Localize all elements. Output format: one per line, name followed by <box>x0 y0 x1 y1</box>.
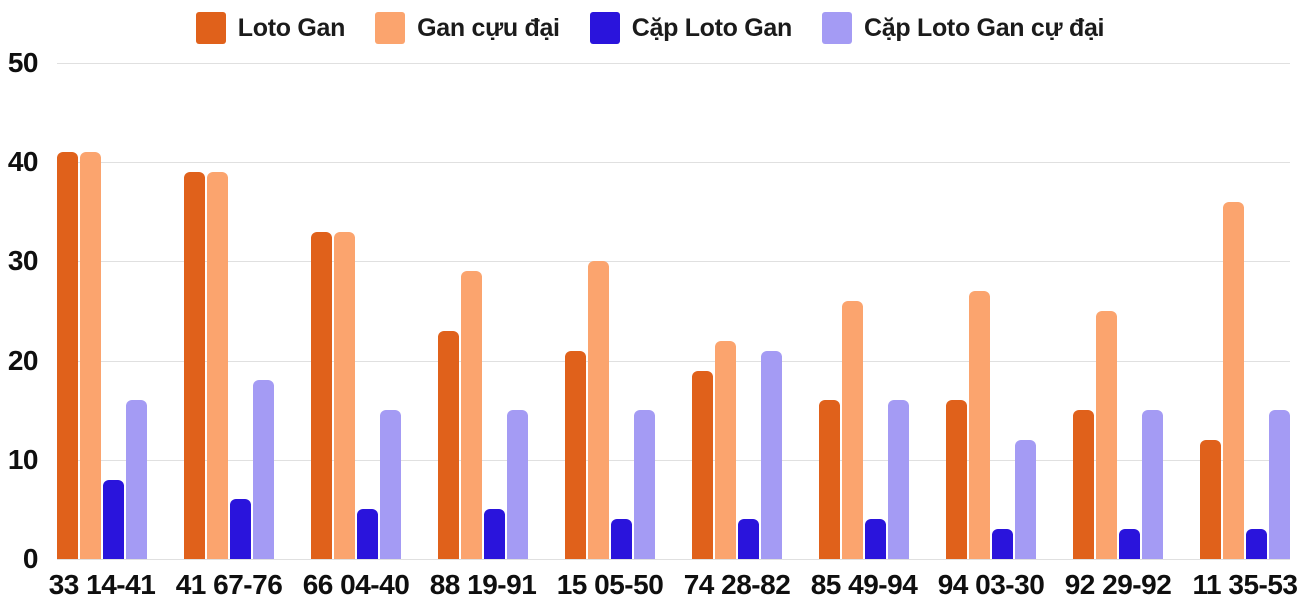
bar-cap-loto-gan-33-14-41[interactable] <box>103 479 124 559</box>
bar-loto-gan-33-14-41[interactable] <box>57 152 78 559</box>
legend-swatch-icon <box>375 12 406 44</box>
x-axis-category-label: 94 03-30 <box>937 569 1045 600</box>
bar-gan-cuu-ai-85-49-94[interactable] <box>842 301 863 559</box>
bar-gan-cuu-ai-94-03-30[interactable] <box>969 291 990 559</box>
bar-cap-loto-gan-cu-ai-33-14-41[interactable] <box>126 400 147 559</box>
bar-loto-gan-85-49-94[interactable] <box>819 400 840 559</box>
bar-cap-loto-gan-cu-ai-15-05-50[interactable] <box>634 410 655 559</box>
legend-item-loto-gan[interactable]: Loto Gan <box>195 12 346 44</box>
bar-cap-loto-gan-cu-ai-94-03-30[interactable] <box>1015 439 1036 559</box>
legend-item-cap-loto-gan[interactable]: Cặp Loto Gan <box>589 12 793 44</box>
bar-cap-loto-gan-41-67-76[interactable] <box>230 499 251 559</box>
bar-gan-cuu-ai-92-29-92[interactable] <box>1096 311 1117 559</box>
bar-cap-loto-gan-92-29-92[interactable] <box>1119 529 1140 559</box>
bar-gan-cuu-ai-33-14-41[interactable] <box>80 152 101 559</box>
y-axis-tick-label: 50 <box>7 47 39 78</box>
x-axis-category-label: 15 05-50 <box>556 569 664 600</box>
legend-label: Cặp Loto Gan <box>631 13 793 42</box>
bar-cap-loto-gan-15-05-50[interactable] <box>611 519 632 559</box>
bar-loto-gan-15-05-50[interactable] <box>565 350 586 559</box>
legend-label: Cặp Loto Gan cự đại <box>864 13 1105 42</box>
x-axis-category-label: 85 49-94 <box>810 569 918 600</box>
bar-loto-gan-92-29-92[interactable] <box>1073 410 1094 559</box>
x-axis-category-label: 11 35-53 <box>1192 569 1299 600</box>
x-axis-category-label: 41 67-76 <box>175 569 283 600</box>
x-axis-category-label: 33 14-41 <box>48 569 156 600</box>
bar-cap-loto-gan-66-04-40[interactable] <box>357 509 378 559</box>
bar-loto-gan-88-19-91[interactable] <box>438 330 459 559</box>
bar-loto-gan-41-67-76[interactable] <box>184 172 205 559</box>
bar-cap-loto-gan-cu-ai-11-35-53[interactable] <box>1269 410 1290 559</box>
legend-item-cap-loto-gan-cu-ai[interactable]: Cặp Loto Gan cự đại <box>822 12 1105 44</box>
gridline <box>57 559 1290 560</box>
legend-label: Gan cựu đại <box>417 13 560 42</box>
bar-loto-gan-11-35-53[interactable] <box>1200 439 1221 559</box>
y-axis-tick-label: 0 <box>22 543 39 574</box>
bar-cap-loto-gan-cu-ai-66-04-40[interactable] <box>380 410 401 559</box>
bar-cap-loto-gan-11-35-53[interactable] <box>1246 529 1267 559</box>
bar-gan-cuu-ai-15-05-50[interactable] <box>588 261 609 559</box>
x-axis-category-label: 88 19-91 <box>429 569 537 600</box>
legend-item-gan-cuu-ai[interactable]: Gan cựu đại <box>375 12 560 44</box>
bar-gan-cuu-ai-88-19-91[interactable] <box>461 271 482 559</box>
bar-loto-gan-66-04-40[interactable] <box>311 231 332 559</box>
x-axis-category-label: 66 04-40 <box>302 569 410 600</box>
bar-gan-cuu-ai-11-35-53[interactable] <box>1223 201 1244 559</box>
bar-gan-cuu-ai-74-28-82[interactable] <box>715 340 736 559</box>
legend-label: Loto Gan <box>237 13 346 42</box>
bar-cap-loto-gan-cu-ai-74-28-82[interactable] <box>761 350 782 559</box>
bar-cap-loto-gan-cu-ai-88-19-91[interactable] <box>507 410 528 559</box>
bar-cap-loto-gan-cu-ai-92-29-92[interactable] <box>1142 410 1163 559</box>
bar-cap-loto-gan-74-28-82[interactable] <box>738 519 759 559</box>
y-axis-tick-label: 40 <box>7 146 39 178</box>
bar-cap-loto-gan-cu-ai-85-49-94[interactable] <box>888 400 909 559</box>
bar-cap-loto-gan-88-19-91[interactable] <box>484 509 505 559</box>
legend-swatch-icon <box>589 12 620 44</box>
bar-gan-cuu-ai-66-04-40[interactable] <box>334 231 355 559</box>
y-axis-tick-label: 30 <box>7 245 39 277</box>
gridline <box>57 162 1290 164</box>
y-axis-tick-label: 10 <box>7 443 39 475</box>
legend-swatch-icon <box>822 12 852 44</box>
bar-cap-loto-gan-85-49-94[interactable] <box>865 519 886 559</box>
bar-loto-gan-94-03-30[interactable] <box>946 400 967 559</box>
legend-swatch-icon <box>195 12 226 44</box>
x-axis-category-label: 92 29-92 <box>1064 569 1172 600</box>
gridline <box>57 360 1290 362</box>
bar-cap-loto-gan-cu-ai-41-67-76[interactable] <box>253 380 274 559</box>
gridline <box>57 261 1290 263</box>
y-axis-tick-label: 20 <box>7 344 39 376</box>
gridline <box>57 459 1290 461</box>
bar-cap-loto-gan-94-03-30[interactable] <box>992 529 1013 559</box>
gridline <box>57 63 1290 64</box>
bar-gan-cuu-ai-41-67-76[interactable] <box>207 172 228 559</box>
bar-loto-gan-74-28-82[interactable] <box>692 370 713 559</box>
x-axis-category-label: 74 28-82 <box>683 569 791 600</box>
chart-legend: Loto Gan Gan cựu đại Cặp Loto Gan Cặp Loto … <box>0 12 1300 44</box>
